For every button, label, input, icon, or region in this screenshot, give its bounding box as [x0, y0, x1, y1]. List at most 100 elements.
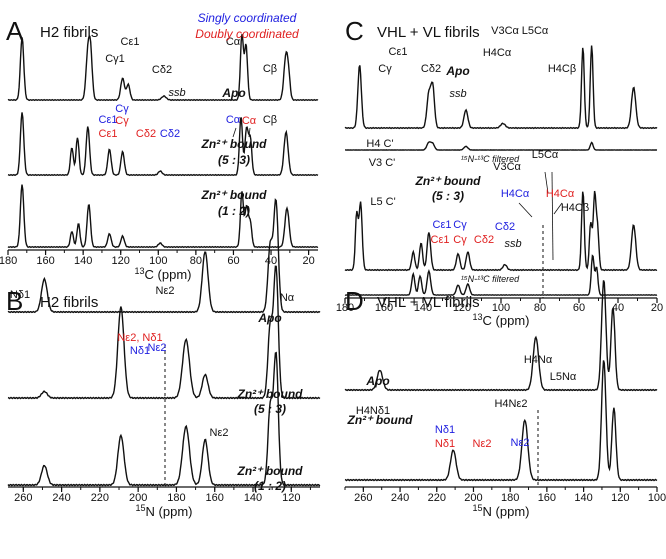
peak-label: Cδ2 — [136, 128, 156, 140]
peak-label: V3 C' — [369, 157, 396, 169]
spectrum-trace — [344, 45, 658, 130]
series-label: Apo — [257, 311, 281, 325]
panel-letter: B — [6, 286, 23, 316]
peak-label: ssb — [168, 87, 185, 99]
x-tick-label: 140 — [414, 302, 432, 314]
spectrum-trace — [7, 112, 319, 177]
peak-label: H4Nα — [524, 354, 553, 366]
peak-label: Cδ2 — [421, 63, 441, 75]
panel-d: D VHL + VL fibrils Apo Zn²⁺ bound 260 240 220 2… — [344, 280, 666, 519]
series-label: Apo — [445, 64, 469, 78]
x-tick-label: 180 — [167, 492, 185, 504]
x-tick-label: 60 — [573, 302, 585, 314]
peak-label: H4Cβ — [548, 63, 576, 75]
peak-label: Cα — [226, 114, 241, 126]
peak-label: Cγ — [453, 219, 467, 231]
x-tick-label: 100 — [149, 255, 167, 267]
x-tick-label: 260 — [14, 492, 32, 504]
peak-label: Nε2 — [156, 285, 175, 297]
series-sublabel: (1 : 2) — [218, 204, 250, 218]
x-tick-label: 120 — [453, 302, 471, 314]
x-tick-label: 40 — [612, 302, 624, 314]
x-tick-label: 40 — [265, 255, 277, 267]
peak-label: Cδ2 — [152, 64, 172, 76]
panel-title: H2 fibrils — [40, 24, 98, 41]
x-axis-label-isotope: 13 — [473, 312, 483, 322]
peak-label: H4Cβ — [561, 202, 589, 214]
peak-label: Nδ1 — [10, 289, 30, 301]
x-tick-label: 180 — [336, 302, 354, 314]
peak-label: Cγ — [115, 103, 129, 115]
spectrum-trace — [7, 184, 319, 249]
x-tick-label: 120 — [611, 492, 629, 504]
series-label: Zn²⁺ bound — [347, 413, 414, 427]
peak-label: Cα — [226, 36, 241, 48]
peak-label: L5Cα — [532, 149, 559, 161]
x-axis-label: 13C (ppm) — [135, 266, 192, 282]
series-label: Zn²⁺ bound — [201, 137, 268, 151]
spectrum-trace — [345, 141, 658, 151]
spectrum-trace — [344, 190, 658, 272]
panel-c: C VHL + VL fibrils Apo ¹⁵N-¹³C filtered Zn²⁺… — [336, 16, 663, 328]
panel-title: VHL + VL fibrils — [377, 24, 480, 41]
spectrum-trace — [344, 280, 658, 392]
peak-label: Cε1 — [433, 219, 452, 231]
leader-line — [232, 127, 237, 138]
series-label: Zn²⁺ bound — [237, 387, 304, 401]
x-tick-label: 200 — [464, 492, 482, 504]
x-tick-label: 180 — [501, 492, 519, 504]
peak-label: Nε2, Nδ1 — [117, 332, 162, 344]
spectrum-trace — [7, 265, 321, 400]
x-axis-label: 15N (ppm) — [473, 503, 530, 519]
x-axis-label: 15N (ppm) — [136, 503, 193, 519]
series-label: Zn²⁺ bound — [201, 188, 268, 202]
peak-label: Nα — [280, 292, 295, 304]
x-tick-label: 160 — [206, 492, 224, 504]
peak-label: Nδ1 — [435, 424, 455, 436]
series-sublabel: (5 : 3) — [432, 189, 464, 203]
x-tick-label: 180 — [0, 255, 17, 267]
peak-label: Cε1 — [389, 46, 408, 58]
peak-label: V3Cα — [493, 161, 521, 173]
x-tick-label: 160 — [538, 492, 556, 504]
x-tick-label: 240 — [52, 492, 70, 504]
series-label: ¹⁵N-¹³C filtered — [461, 154, 520, 164]
peak-label: Cγ — [453, 234, 467, 246]
panel-title: VHL + VL fibrils — [377, 294, 480, 311]
peak-label: Cδ2 — [474, 234, 494, 246]
panel-letter: A — [6, 16, 24, 46]
peak-label: L5 C' — [370, 196, 395, 208]
x-tick-label: 20 — [302, 255, 314, 267]
spectrum-trace — [7, 198, 321, 314]
x-axis-label-unit: C (ppm) — [145, 267, 192, 282]
x-axis-label-unit: N (ppm) — [483, 504, 530, 519]
peak-label: L5Cα — [522, 25, 549, 37]
x-tick-label: 140 — [74, 255, 92, 267]
x-tick-label: 240 — [391, 492, 409, 504]
x-tick-label: 20 — [651, 302, 663, 314]
x-tick-label: 80 — [534, 302, 546, 314]
x-axis-label: 13C (ppm) — [473, 312, 530, 328]
x-tick-label: 60 — [227, 255, 239, 267]
spectrum-trace — [7, 351, 321, 487]
peak-label: H4Cα — [501, 188, 530, 200]
x-tick-label: 260 — [354, 492, 372, 504]
x-tick-label: 220 — [91, 492, 109, 504]
leader-line — [544, 171, 549, 194]
x-axis-label-unit: C (ppm) — [483, 313, 530, 328]
peak-label: H4Nε2 — [494, 398, 527, 410]
series-label: ¹⁵N-¹³C filtered — [461, 274, 520, 284]
x-axis-label-isotope: 13 — [135, 266, 145, 276]
x-tick-label: 100 — [648, 492, 666, 504]
peak-label: Nε2 — [473, 438, 492, 450]
peak-label: H4Nδ1 — [356, 405, 390, 417]
peak-label: Cγ — [115, 115, 129, 127]
x-tick-label: 100 — [492, 302, 510, 314]
series-sublabel: (1 : 2) — [254, 479, 286, 493]
peak-label: Nε2 — [210, 427, 229, 439]
peak-label: L5Nα — [550, 371, 577, 383]
x-tick-label: 160 — [36, 255, 54, 267]
leader-line — [518, 202, 533, 218]
panel-a: A H2 fibrils Apo Zn²⁺ bound (5 : 3) Zn²⁺ boun… — [0, 16, 319, 282]
